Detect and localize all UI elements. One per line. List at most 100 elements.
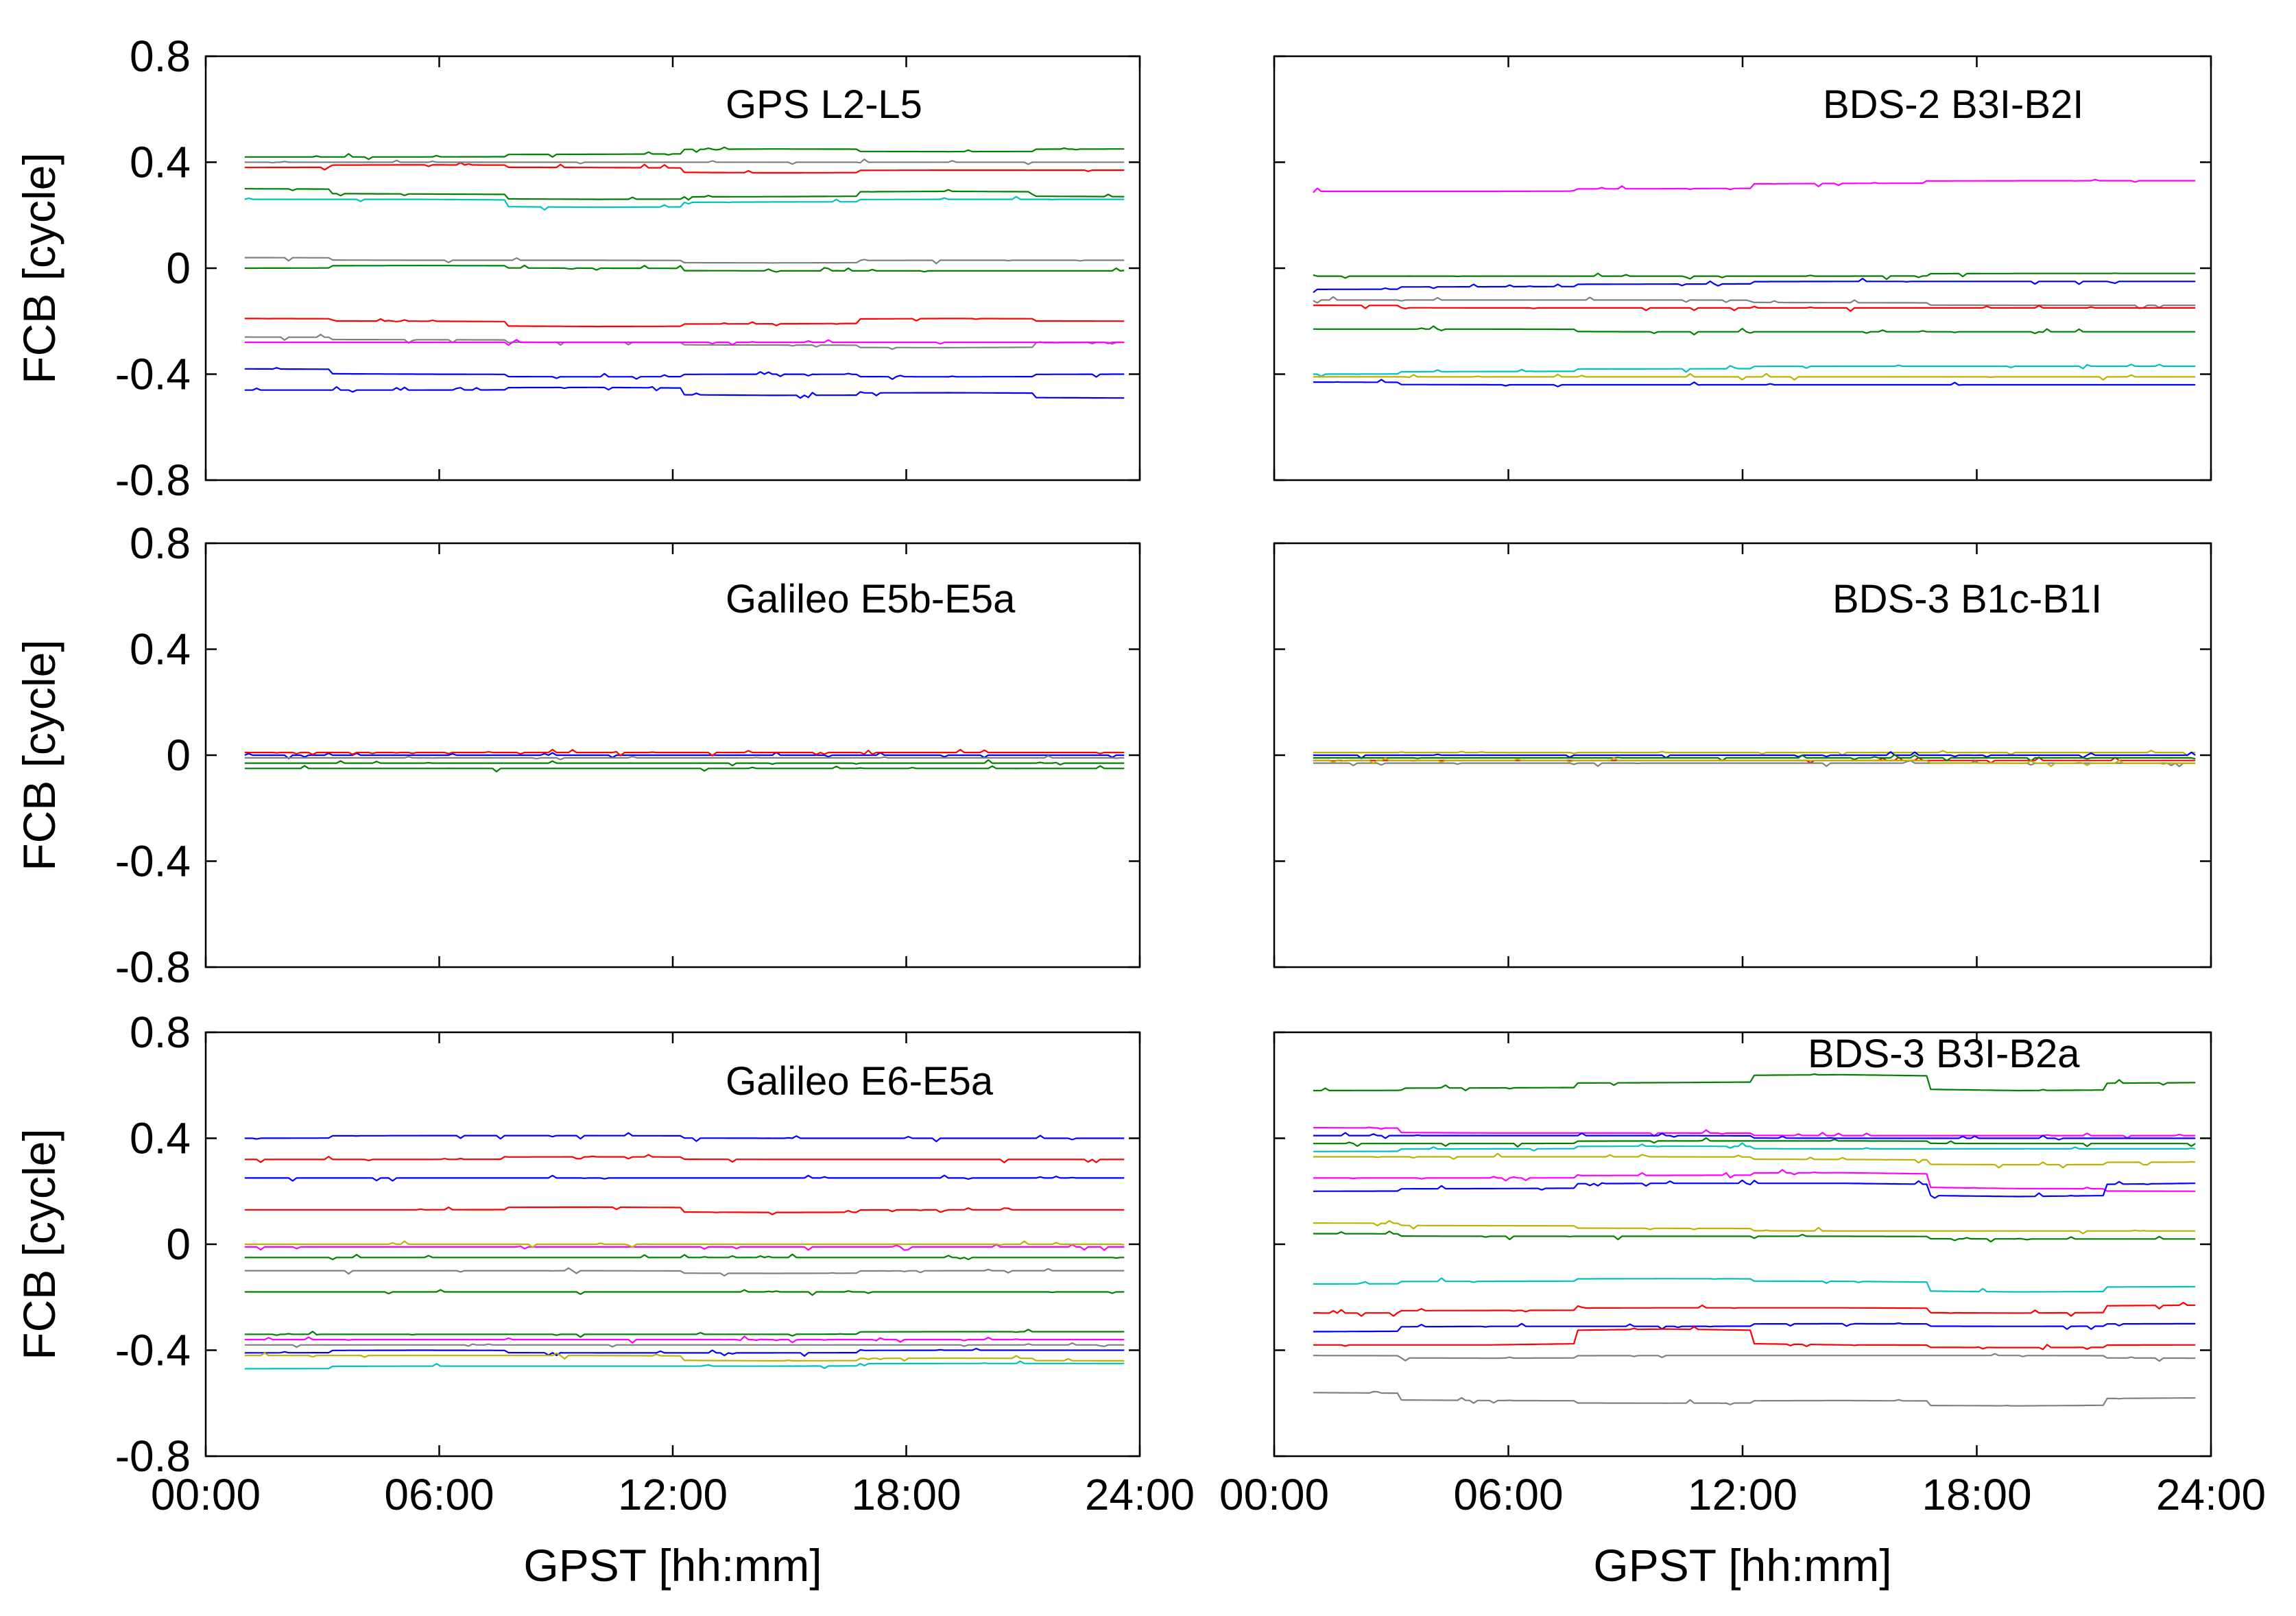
series-line-s3: [244, 1174, 1125, 1182]
series-line-s2: [244, 1154, 1125, 1164]
series-line-s15: [1313, 1353, 2196, 1362]
series-line-s5: [244, 765, 1125, 773]
series-line-s5: [1313, 759, 2196, 768]
series-line-s14: [1313, 1326, 2196, 1351]
series-group: [1313, 1073, 2196, 1407]
series-line-s7: [1313, 364, 2196, 377]
series-line-s3: [1313, 1132, 2196, 1141]
x-tick-label: 00:00: [151, 1470, 261, 1519]
series-line-s1: [244, 1132, 1125, 1143]
series-line-s1: [244, 146, 1125, 161]
series-line-s2: [1313, 272, 2196, 281]
series-line-s6: [1313, 1152, 2196, 1169]
series-line-s1: [1313, 1073, 2196, 1092]
series-line-s9: [1313, 1220, 2196, 1235]
series-line-s14: [244, 1352, 1125, 1362]
x-tick-label: 18:00: [1922, 1470, 2031, 1519]
y-tick-label: 0: [166, 243, 191, 293]
series-line-s7: [244, 1253, 1125, 1261]
panel-title: Galileo E6-E5a: [726, 1059, 994, 1104]
series-line-s9: [244, 333, 1125, 350]
series-line-s1: [1313, 750, 2196, 757]
y-tick-label: 0: [166, 730, 191, 780]
y-tick-label: -0.8: [115, 1431, 191, 1481]
panel-title: BDS-3 B3I-B2a: [1808, 1032, 2080, 1076]
series-line-s12: [244, 385, 1125, 399]
panel-1: 0.8 0.4 0 -0.4 -0.8 GPS L2-L5 FCB [cycle]: [14, 32, 1141, 505]
series-line-s5: [244, 195, 1125, 211]
x-tick-label: 24:00: [2156, 1470, 2266, 1519]
series-line-s5: [1313, 305, 2196, 312]
y-tick-label: 0.8: [130, 519, 191, 568]
series-group: [244, 146, 1125, 399]
x-tick-label: 12:00: [1688, 1470, 1797, 1519]
series-line-s7: [1313, 1169, 2196, 1192]
x-tick-label: 00:00: [1219, 1470, 1329, 1519]
series-line-s5: [244, 1244, 1125, 1251]
series-line-s6: [1313, 325, 2196, 335]
x-axis-label: GPST [hh:mm]: [523, 1540, 822, 1591]
panel-title: GPS L2-L5: [726, 82, 922, 127]
series-line-s12: [1313, 1301, 2196, 1317]
series-group: [244, 1132, 1125, 1370]
y-axis-label: FCB [cycle]: [14, 639, 64, 870]
series-line-s4: [244, 188, 1125, 201]
series-line-s5: [1313, 1142, 2196, 1152]
y-tick-label: -0.4: [115, 350, 191, 399]
series-line-s2: [244, 748, 1125, 757]
y-tick-label: 0.8: [130, 32, 191, 81]
series-line-s12: [244, 1342, 1125, 1348]
series-group: [1313, 750, 2196, 768]
series-line-s2: [244, 161, 1125, 174]
series-line-s3: [244, 158, 1125, 165]
series-group: [1313, 178, 2196, 388]
y-tick-label: -0.8: [115, 942, 191, 992]
series-line-s6: [244, 1240, 1125, 1248]
panel-title: Galileo E5b-E5a: [726, 577, 1016, 621]
y-tick-label: 0: [166, 1220, 191, 1269]
series-line-s7: [244, 264, 1125, 273]
x-tick-label: 18:00: [851, 1470, 961, 1519]
series-line-s13: [1313, 1322, 2196, 1333]
x-tick-label: 06:00: [1453, 1470, 1563, 1519]
series-line-s4: [1313, 296, 2196, 309]
series-line-s10: [244, 1329, 1125, 1338]
series-line-s8: [1313, 372, 2196, 381]
series-line-s10: [1313, 1231, 2196, 1243]
series-line-s8: [244, 318, 1125, 328]
x-axis-label: GPST [hh:mm]: [1593, 1540, 1891, 1591]
series-line-s4: [1313, 754, 2196, 762]
series-line-s11: [244, 1335, 1125, 1344]
panel-title: BDS-2 B3I-B2I: [1823, 82, 2083, 127]
series-group: [244, 748, 1125, 773]
series-line-s4: [244, 1206, 1125, 1215]
series-line-s2: [1313, 751, 2196, 759]
series-line-s6: [1313, 757, 2196, 768]
series-line-s3: [244, 754, 1125, 761]
panel-title: BDS-3 B1c-B1I: [1832, 577, 2102, 621]
series-line-s16: [1313, 1390, 2196, 1407]
y-tick-label: -0.8: [115, 455, 191, 505]
y-tick-label: 0.4: [130, 138, 191, 187]
series-line-s13: [244, 1347, 1125, 1357]
y-tick-label: -0.4: [115, 1326, 191, 1375]
panel-4: BDS-3 B1c-B1I: [1273, 542, 2212, 969]
series-line-s3: [1313, 278, 2196, 294]
series-line-s9: [1313, 379, 2196, 388]
y-tick-label: -0.4: [115, 837, 191, 886]
series-line-s6: [244, 257, 1125, 265]
series-line-s1: [244, 751, 1125, 759]
series-line-s9: [244, 1289, 1125, 1296]
plot-frame: [1273, 1031, 2212, 1458]
x-tick-label: 12:00: [618, 1470, 728, 1519]
panel-2: BDS-2 B3I-B2I: [1273, 55, 2212, 482]
panel-3: 0.8 0.4 0 -0.4 -0.8 Galileo E5b-E5a FCB [cycle…: [14, 519, 1141, 992]
series-line-s4: [1313, 1137, 2196, 1148]
y-tick-label: 0.8: [130, 1008, 191, 1057]
y-tick-label: 0.4: [130, 625, 191, 674]
series-line-s10: [244, 339, 1125, 346]
panel-5: 0.8 0.4 0 -0.4 -0.800:00 06:00 12:00 18:00 24:00…: [14, 1008, 1195, 1591]
x-tick-label: 06:00: [384, 1470, 494, 1519]
panel-6: 00:00 06:00 12:00 18:00 24:00 BDS-3 B3I-B2a GP…: [1219, 1031, 2266, 1591]
